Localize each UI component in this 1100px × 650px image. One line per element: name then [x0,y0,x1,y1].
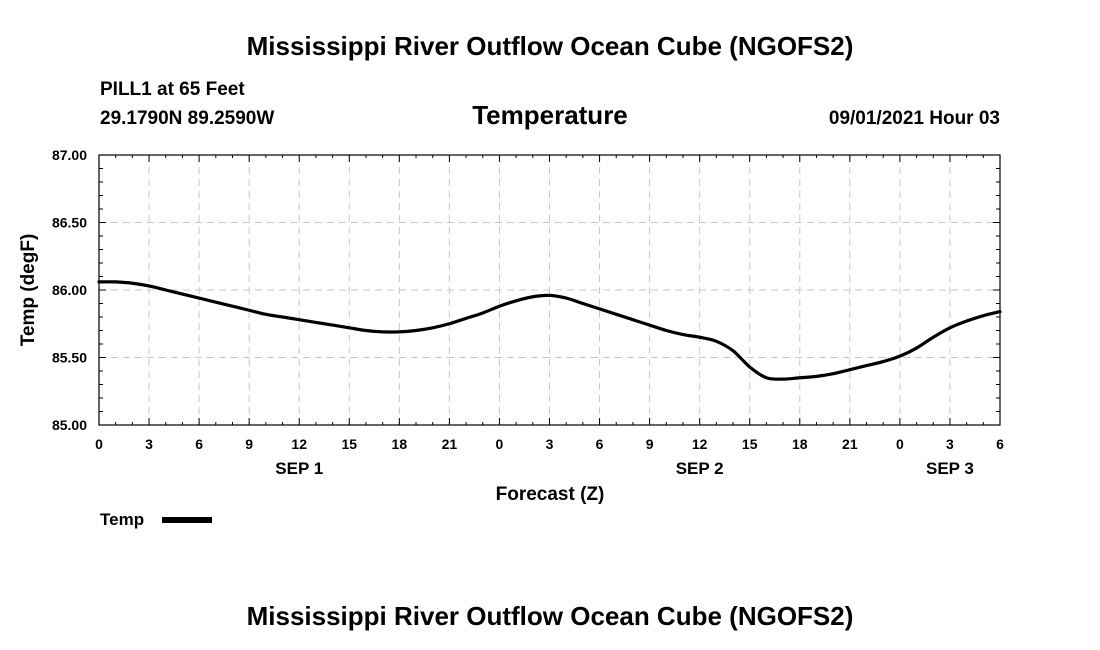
data-point [915,347,918,350]
data-point [198,297,201,300]
x-tick-label: 12 [291,436,307,452]
y-axis-title: Temp (degF) [18,234,39,347]
x-tick-label: 9 [646,436,654,452]
main-title: Mississippi River Outflow Ocean Cube (NG… [247,31,854,61]
date-label: SEP 3 [926,459,974,478]
x-tick-label: 18 [792,436,808,452]
data-point [148,284,151,287]
y-tick-label: 85.00 [52,417,87,433]
data-point [882,360,885,363]
legend-label-temp: Temp [100,510,144,529]
x-axis-title: Forecast (Z) [496,484,605,505]
y-tick-label: 87.00 [52,147,87,163]
data-point [448,322,451,325]
data-point [982,314,985,317]
data-point [932,336,935,339]
data-point [531,295,534,298]
x-tick-label: 6 [996,436,1004,452]
x-tick-label: 15 [742,436,758,452]
data-point [298,318,301,321]
x-tick-label: 0 [496,436,504,452]
data-point [131,282,134,285]
data-point [765,376,768,379]
data-point [782,378,785,381]
x-tick-label: 12 [692,436,708,452]
x-tick-label: 3 [946,436,954,452]
data-point [114,280,117,283]
data-point [181,293,184,296]
x-tick-label: 6 [596,436,604,452]
x-tick-label: 21 [442,436,458,452]
series-layer [97,280,1002,381]
data-point [515,299,518,302]
data-point [798,376,801,379]
data-point [214,301,217,304]
y-tick-label: 86.00 [52,282,87,298]
data-point [348,326,351,329]
data-point [164,289,167,292]
data-point [581,302,584,305]
data-point [331,324,334,327]
data-point [548,294,551,297]
data-point [848,368,851,371]
data-point [398,330,401,333]
data-point [865,364,868,367]
x-tick-label: 15 [341,436,357,452]
data-point [898,355,901,358]
data-point [431,326,434,329]
forecast-datetime: 09/01/2021 Hour 03 [829,108,1000,129]
data-point [732,349,735,352]
data-point [381,330,384,333]
data-point [615,313,618,316]
data-point [248,309,251,312]
series-line-temp [97,280,1002,381]
data-point [314,321,317,324]
date-label: SEP 1 [275,459,323,478]
data-point [832,372,835,375]
data-point [364,329,367,332]
x-tick-label: 3 [546,436,554,452]
data-point [715,340,718,343]
data-point [748,365,751,368]
station-label: PILL1 at 65 Feet [100,79,245,100]
x-tick-label: 6 [195,436,203,452]
x-tick-label: 0 [896,436,904,452]
plot-title: Temperature [472,100,628,130]
legend: Temp [100,510,212,529]
x-tick-label: 0 [95,436,103,452]
tick-layer [98,154,1001,426]
date-label: SEP 2 [676,459,724,478]
data-point [665,329,668,332]
y-tick-label: 85.50 [52,350,87,366]
x-tick-label: 3 [145,436,153,452]
data-point [481,311,484,314]
data-point [264,313,267,316]
data-point [815,375,818,378]
data-point [631,318,634,321]
x-tick-label: 18 [392,436,408,452]
axis-label-layer: 0 3 6 9 12 15 18 21 0 3 6 9 12 15 18 21 0 3 6 85.00 85.50 86.… [52,147,1004,478]
data-point [698,336,701,339]
data-point [965,320,968,323]
x-tick-label: 21 [842,436,858,452]
grid-layer [99,155,1000,425]
data-point [231,305,234,308]
data-point [281,316,284,319]
data-point [498,305,501,308]
station-coordinates: 29.1790N 89.2590W [100,108,274,129]
footer-title: Mississippi River Outflow Ocean Cube (NG… [247,601,854,631]
data-point [648,324,651,327]
data-point [465,317,468,320]
data-point [681,333,684,336]
data-point [415,329,418,332]
data-point [565,297,568,300]
x-tick-label: 9 [245,436,253,452]
y-tick-label: 86.50 [52,215,87,231]
data-point [598,307,601,310]
data-point [948,326,951,329]
